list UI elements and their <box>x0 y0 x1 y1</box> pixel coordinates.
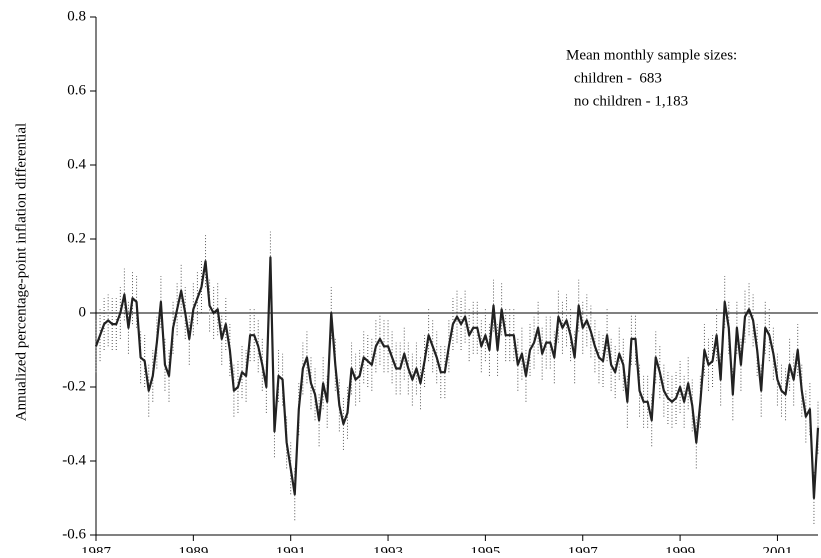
x-tick-label: 2001 <box>762 544 792 553</box>
x-tick-label: 1989 <box>178 544 208 553</box>
x-tick-label: 1993 <box>373 544 403 553</box>
annotation: no children - 1,183 <box>574 93 688 109</box>
y-axis-label: Annualized percentage-point inflation di… <box>13 123 29 421</box>
x-tick-label: 1995 <box>470 544 500 553</box>
y-tick-label: 0.2 <box>67 230 86 246</box>
x-tick-label: 1991 <box>276 544 306 553</box>
x-tick-label: 1997 <box>568 544 599 553</box>
y-tick-label: 0.8 <box>67 8 86 24</box>
y-tick-label: -0.2 <box>62 378 86 394</box>
y-tick-label: 0.6 <box>67 82 86 98</box>
annotation: children - 683 <box>574 70 662 86</box>
y-tick-label: 0 <box>79 304 87 320</box>
annotation: Mean monthly sample sizes: <box>566 47 737 63</box>
y-tick-label: -0.6 <box>62 526 86 542</box>
series-line <box>94 256 820 500</box>
x-tick-label: 1987 <box>81 544 112 553</box>
y-tick-label: -0.4 <box>62 452 86 468</box>
y-tick-label: 0.4 <box>67 156 86 172</box>
x-tick-label: 1999 <box>665 544 695 553</box>
